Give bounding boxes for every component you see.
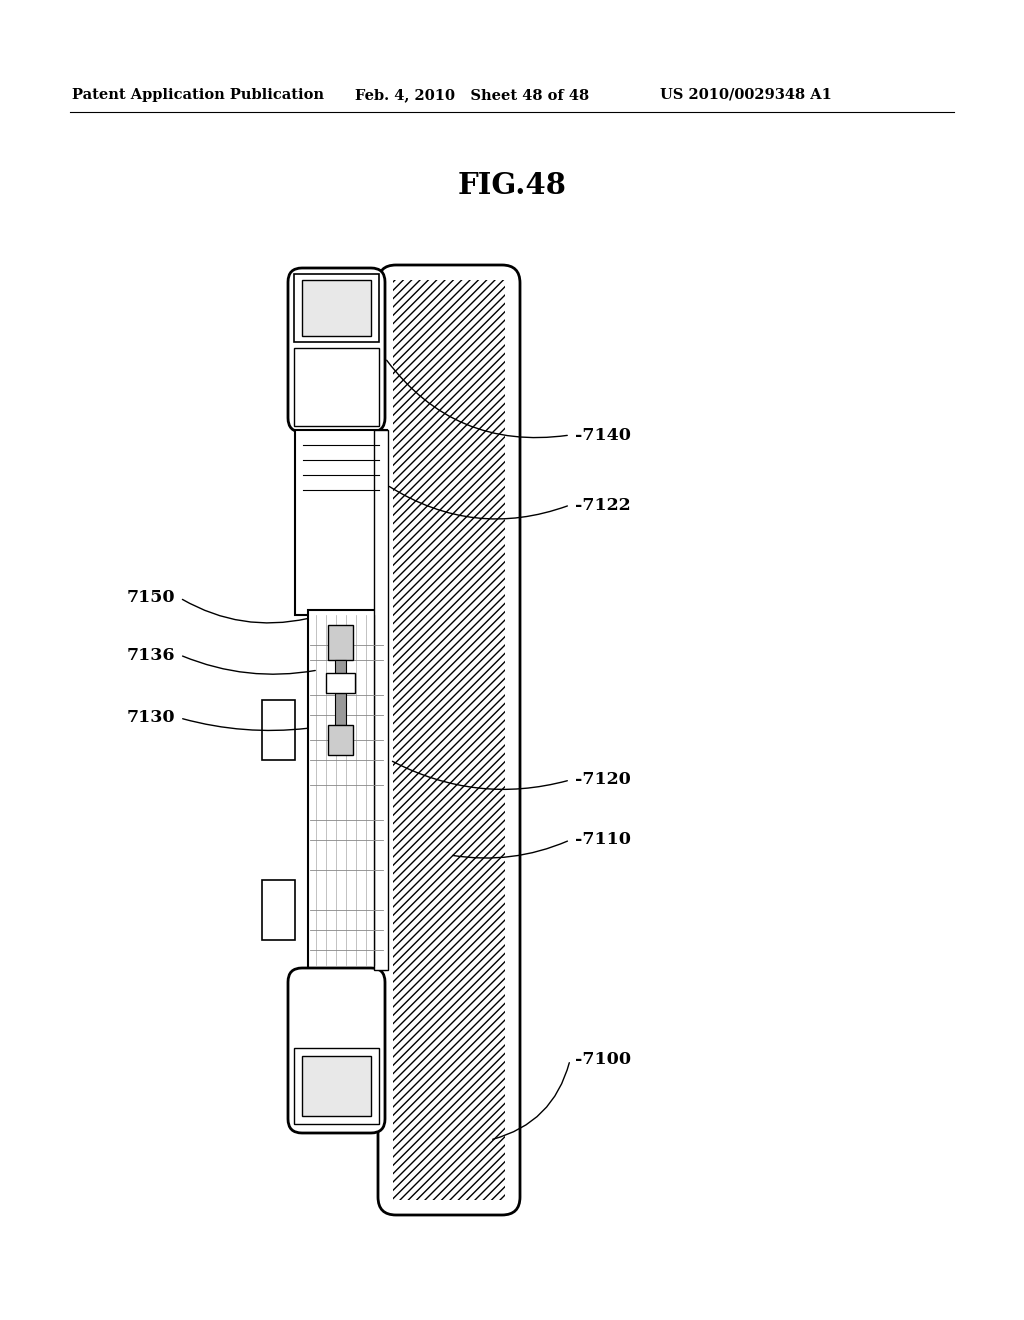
FancyBboxPatch shape — [288, 268, 385, 432]
Bar — [295, 430, 387, 615]
Bar — [374, 430, 388, 970]
Text: -7122: -7122 — [575, 496, 631, 513]
Bar — [326, 673, 355, 693]
Bar — [294, 275, 379, 342]
Text: -7140: -7140 — [575, 426, 631, 444]
Bar — [294, 348, 379, 426]
Bar — [308, 610, 385, 970]
Text: -7110: -7110 — [575, 832, 631, 849]
Text: 7136: 7136 — [127, 647, 175, 664]
Text: US 2010/0029348 A1: US 2010/0029348 A1 — [660, 88, 831, 102]
Bar — [328, 725, 353, 755]
Bar — [328, 624, 353, 660]
Text: 7130: 7130 — [126, 710, 175, 726]
FancyBboxPatch shape — [393, 280, 505, 1200]
Text: FIG.48: FIG.48 — [458, 170, 566, 199]
Bar — [335, 660, 346, 725]
FancyBboxPatch shape — [288, 968, 385, 1133]
Text: -7120: -7120 — [575, 771, 631, 788]
Text: 7150: 7150 — [126, 590, 175, 606]
Text: Feb. 4, 2010   Sheet 48 of 48: Feb. 4, 2010 Sheet 48 of 48 — [355, 88, 589, 102]
Text: Patent Application Publication: Patent Application Publication — [72, 88, 324, 102]
Bar — [302, 280, 371, 337]
Bar — [302, 1056, 371, 1115]
Bar — [262, 880, 295, 940]
Bar — [262, 700, 295, 760]
Bar — [294, 1048, 379, 1125]
Text: -7100: -7100 — [575, 1052, 631, 1068]
